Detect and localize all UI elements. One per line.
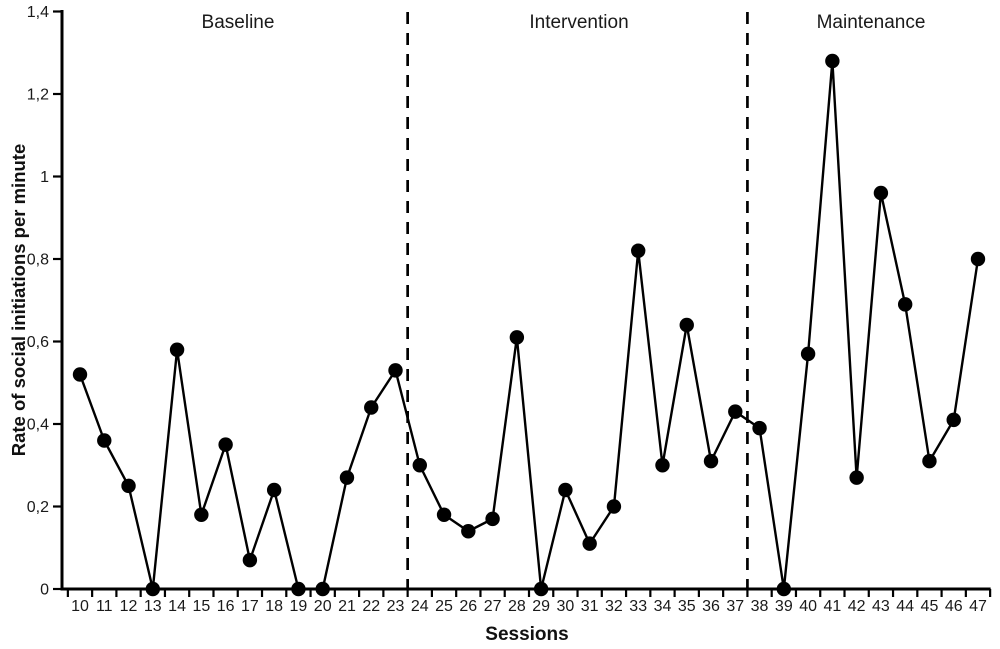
y-tick-label: 0,2 [27, 499, 49, 516]
x-tick-label: 33 [629, 598, 647, 615]
x-tick-label: 29 [532, 598, 550, 615]
x-tick-label: 47 [969, 598, 987, 615]
data-point [606, 499, 622, 514]
x-tick-label: 15 [192, 598, 210, 615]
data-point [849, 470, 864, 485]
data-point [72, 367, 88, 382]
phase-label-intervention: Intervention [529, 12, 629, 33]
x-tick-label: 32 [605, 598, 623, 615]
data-point [485, 511, 500, 527]
data-point [218, 437, 233, 452]
data-point [339, 470, 355, 485]
data-point [291, 581, 306, 597]
data-point [97, 433, 112, 448]
data-point [825, 53, 840, 69]
x-tick-label: 41 [823, 598, 841, 615]
y-tick-label: 1,2 [27, 87, 49, 104]
data-point [242, 552, 258, 568]
data-point [703, 453, 719, 469]
data-line [78, 59, 980, 591]
y-axis-title: Rate of social initiations per minute [8, 143, 29, 457]
x-tick-label: 13 [144, 598, 162, 615]
data-point [752, 420, 767, 436]
x-tick-label: 38 [751, 598, 769, 615]
x-tick-label: 34 [654, 598, 672, 615]
data-point [194, 507, 209, 522]
data-point [388, 363, 403, 378]
data-point [169, 342, 185, 357]
x-tick-label: 19 [290, 598, 308, 615]
data-point [266, 482, 282, 498]
data-point [121, 478, 136, 494]
x-tick-label: 27 [484, 598, 502, 615]
x-tick-label: 24 [411, 598, 429, 615]
data-point [800, 346, 816, 362]
x-tick-label: 26 [459, 598, 477, 615]
x-tick-label: 18 [265, 598, 283, 615]
phase-label-maintenance: Maintenance [816, 12, 926, 33]
x-tick-label: 36 [702, 598, 720, 615]
x-tick-label: 30 [557, 598, 575, 615]
data-point [412, 458, 427, 473]
x-tick-label: 17 [241, 598, 259, 615]
x-tick-label: 11 [96, 598, 113, 615]
x-tick-label: 39 [775, 598, 793, 615]
data-point [679, 317, 694, 333]
data-point [509, 330, 525, 345]
data-point [145, 581, 161, 597]
x-tick-label: 21 [338, 598, 356, 615]
y-tick-label: 0,8 [27, 252, 49, 269]
x-axis-title: Sessions [485, 624, 569, 645]
data-point [315, 581, 330, 597]
x-tick-label: 12 [120, 598, 138, 615]
x-tick-label: 23 [387, 598, 405, 615]
y-tick-label: 1 [40, 169, 49, 186]
x-tick-label: 16 [217, 598, 235, 615]
data-point [631, 243, 646, 258]
data-point [897, 297, 913, 312]
x-tick-label: 44 [896, 598, 914, 615]
x-tick-label: 10 [71, 598, 89, 615]
data-point [970, 251, 986, 267]
x-tick-label: 40 [799, 598, 817, 615]
data-point [461, 524, 476, 539]
x-tick-label: 25 [435, 598, 453, 615]
data-point [776, 581, 792, 597]
x-tick-label: 22 [362, 598, 380, 615]
data-point [533, 581, 549, 597]
x-tick-label: 31 [581, 598, 599, 615]
data-point [873, 185, 889, 201]
x-tick-label: 42 [848, 598, 866, 615]
x-tick-label: 20 [314, 598, 332, 615]
y-tick-label: 0,4 [27, 417, 49, 434]
x-tick-label: 14 [168, 598, 186, 615]
x-tick-label: 43 [872, 598, 890, 615]
y-tick-label: 0,6 [27, 334, 49, 351]
phase-label-baseline: Baseline [201, 12, 275, 33]
data-point [946, 412, 961, 428]
y-tick-label: 0 [40, 582, 49, 599]
x-tick-label: 46 [945, 598, 963, 615]
data-point [558, 482, 573, 498]
data-point [922, 453, 937, 469]
x-tick-label: 28 [508, 598, 526, 615]
y-tick-label: 1,4 [27, 4, 49, 21]
data-point [364, 400, 379, 415]
data-point [582, 536, 597, 551]
data-point [655, 458, 670, 473]
data-point [728, 404, 743, 419]
x-tick-label: 35 [678, 598, 696, 615]
x-tick-label: 37 [726, 598, 744, 615]
data-point [436, 507, 452, 522]
x-tick-label: 45 [921, 598, 939, 615]
